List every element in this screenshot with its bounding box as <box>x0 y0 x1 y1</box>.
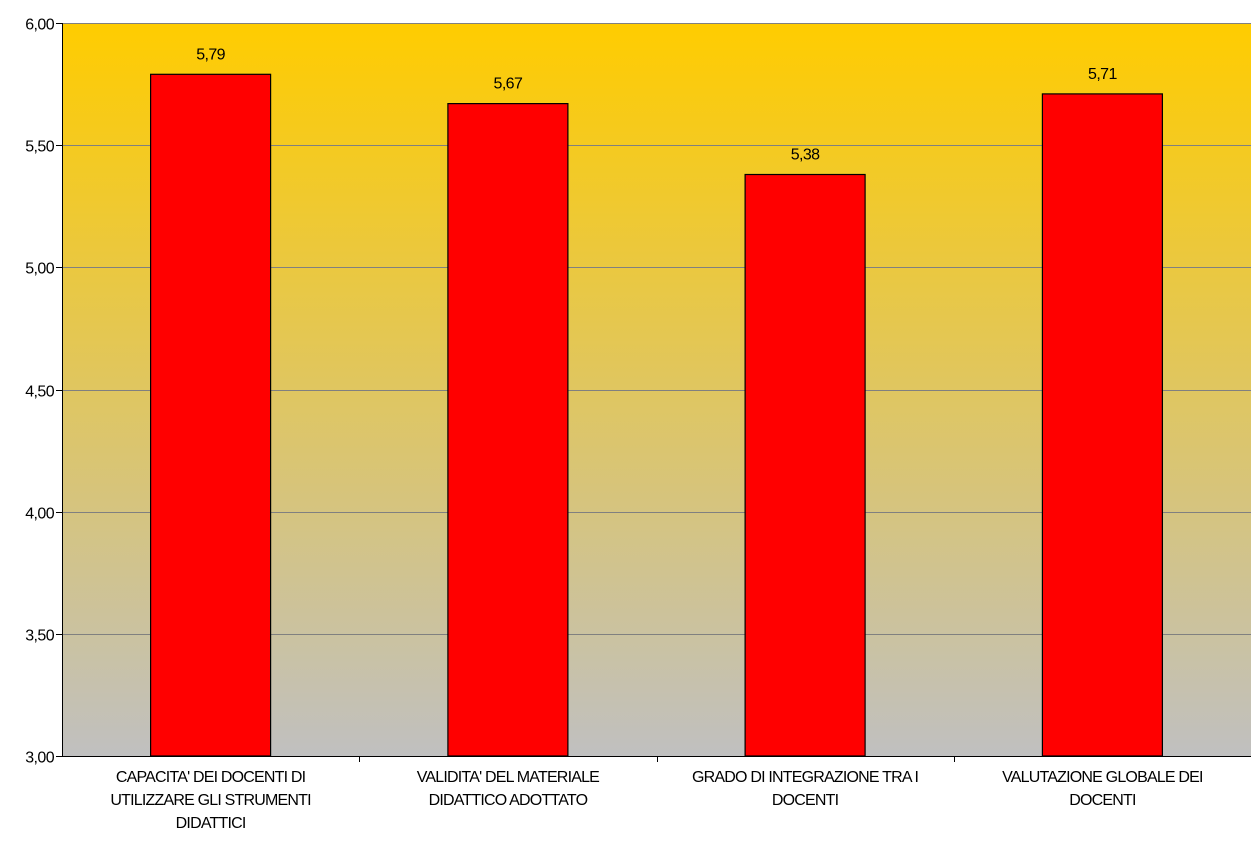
category-label: VALIDITA' DEL MATERIALE DIDATTICO ADOTTAT… <box>417 769 599 809</box>
category-label-line: GRADO DI INTEGRAZIONE TRA I <box>692 769 918 786</box>
category-label-line: CAPACITA' DEI DOCENTI DI <box>116 769 306 786</box>
y-tick-label: 3,00 <box>25 750 54 767</box>
category-label-line: VALUTAZIONE GLOBALE DEI <box>1002 769 1203 786</box>
category-label-line: UTILIZZARE GLI STRUMENTI <box>110 792 310 809</box>
y-tick-label: 6,00 <box>25 17 54 34</box>
data-label: 5,79 <box>196 46 225 63</box>
y-tick-label: 5,00 <box>25 261 54 278</box>
category-label: GRADO DI INTEGRAZIONE TRA I DOCENTI <box>692 769 918 809</box>
category-label-line: DOCENTI <box>772 792 838 809</box>
category-label-line: DIDATTICO ADOTTATO <box>429 792 588 809</box>
category-label: VALUTAZIONE GLOBALE DEI DOCENTI <box>1002 769 1203 809</box>
bar <box>1041 93 1164 757</box>
category-label: CAPACITA' DEI DOCENTI DI UTILIZZARE GLI S… <box>110 769 310 832</box>
data-label: 5,71 <box>1088 66 1117 83</box>
y-tick-label: 3,50 <box>25 628 54 645</box>
labels: 3,00 3,50 4,00 4,50 5,00 5,50 6,00 5,79 CAPACITA… <box>25 17 1203 833</box>
bars <box>150 73 1164 757</box>
y-tick-label: 4,00 <box>25 506 54 523</box>
category-label-line: VALIDITA' DEL MATERIALE <box>417 769 599 786</box>
data-label: 5,67 <box>494 76 523 93</box>
category-label-line: DIDATTICI <box>176 815 246 832</box>
bar <box>150 73 272 757</box>
y-tick-label: 5,50 <box>25 139 54 156</box>
bar <box>744 173 866 757</box>
y-tick-label: 4,50 <box>25 384 54 401</box>
category-label-line: DOCENTI <box>1069 792 1135 809</box>
data-label: 5,38 <box>791 147 820 164</box>
bar <box>447 102 569 757</box>
